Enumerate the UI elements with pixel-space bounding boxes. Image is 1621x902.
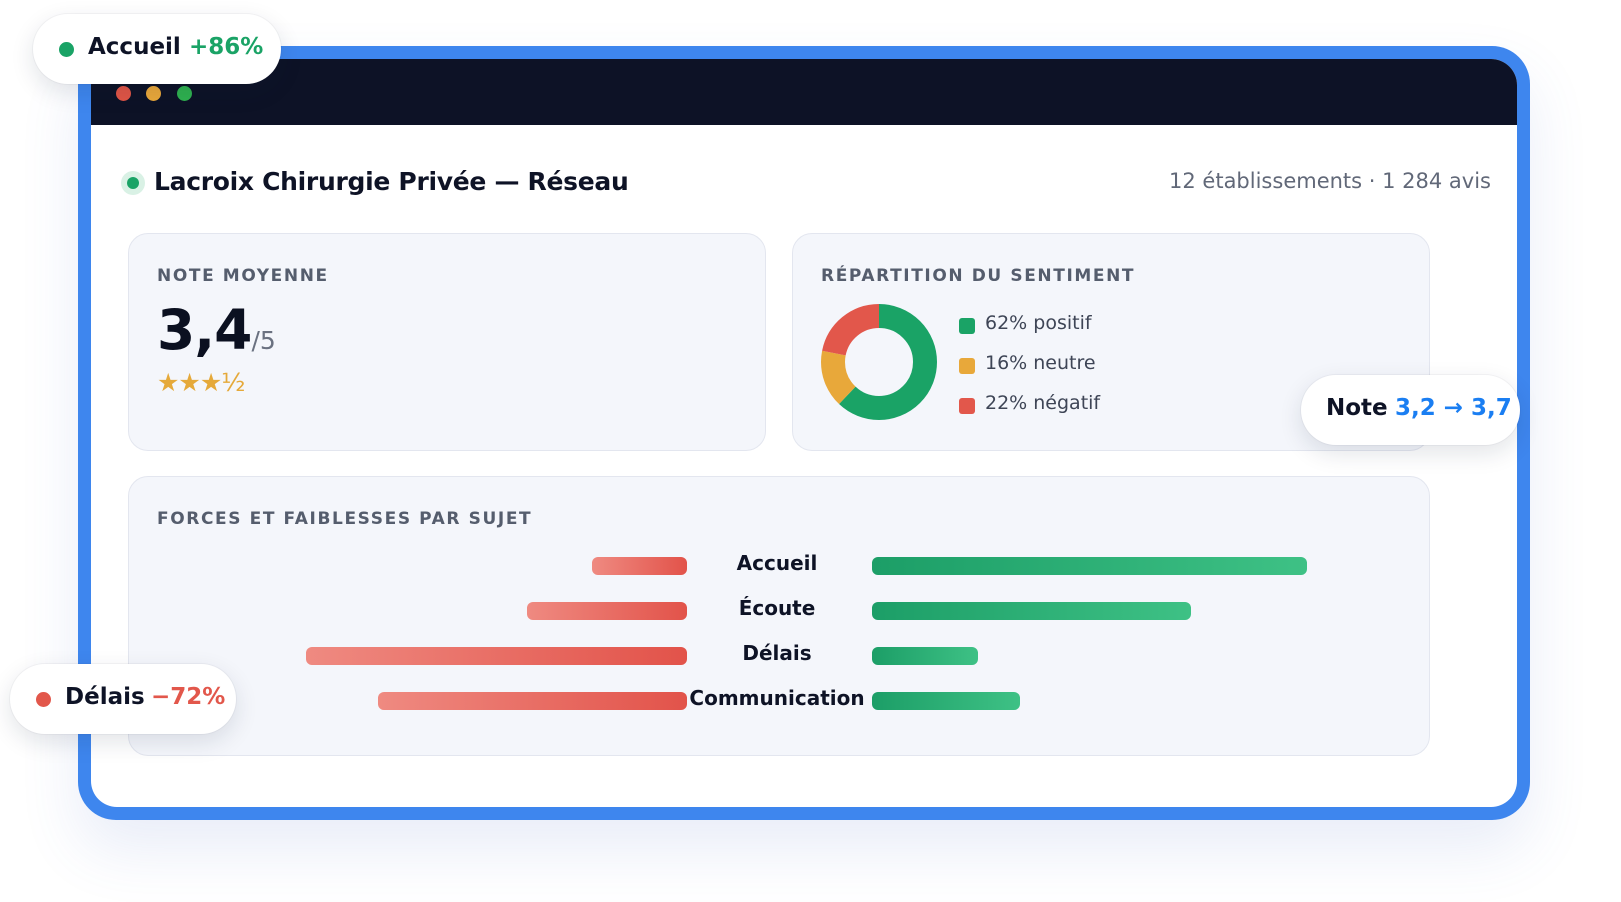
topic-row-2: Délais — [129, 641, 1429, 667]
window-titlebar — [91, 59, 1517, 125]
topic-label: Accueil — [736, 551, 818, 575]
legend-swatch — [959, 358, 975, 374]
note-trend-badge: Note 3,2 → 3,7 — [1301, 375, 1520, 445]
negative-dot-icon — [36, 692, 51, 707]
badge-title: Accueil — [88, 34, 181, 60]
rating-scale: /5 — [251, 326, 276, 355]
star-rating-icon: ★★★½ — [157, 368, 245, 397]
card-label: RÉPARTITION DU SENTIMENT — [821, 266, 1136, 286]
accueil-trend-badge: Accueil +86% — [33, 14, 281, 84]
topic-row-3: Communication — [129, 686, 1429, 712]
online-status-icon — [121, 171, 145, 195]
positive-dot-icon — [59, 42, 74, 57]
badge-title: Délais — [65, 684, 145, 710]
delais-trend-badge: Délais −72% — [10, 664, 236, 734]
window-minimize-button[interactable] — [146, 86, 161, 101]
card-label: FORCES ET FAIBLESSES PAR SUJET — [157, 509, 533, 529]
app-window: Lacroix Chirurgie Privée — Réseau 12 éta… — [91, 59, 1517, 807]
legend-label: 62% positif — [985, 312, 1092, 334]
positive-bar — [872, 602, 1192, 620]
badge-value: +86% — [189, 34, 264, 60]
badge-value: 3,2 → 3,7 — [1395, 395, 1512, 421]
rating-number: 3,4 — [157, 298, 252, 362]
topic-label: Délais — [742, 641, 812, 665]
network-stats: 12 établissements · 1 284 avis — [1169, 169, 1491, 193]
page-header: Lacroix Chirurgie Privée — Réseau 12 éta… — [121, 163, 1491, 203]
negative-bar — [378, 692, 687, 710]
legend-label: 16% neutre — [985, 352, 1096, 374]
negative-bar — [526, 602, 687, 620]
window-close-button[interactable] — [116, 86, 131, 101]
negative-bar — [306, 647, 687, 665]
topic-row-1: Écoute — [129, 596, 1429, 622]
topic-label: Communication — [689, 686, 865, 710]
badge-title: Note — [1326, 395, 1388, 421]
topic-label: Écoute — [738, 596, 816, 620]
legend-label: 22% négatif — [985, 392, 1101, 414]
rating-value: 3,4/5 — [157, 298, 276, 362]
donut-slice-neutre — [821, 304, 937, 420]
topic-row-0: Accueil — [129, 551, 1429, 577]
topics-diverging-chart: Accueil Écoute Délais Communication — [129, 477, 1429, 755]
positive-bar — [872, 557, 1308, 575]
positive-bar — [872, 692, 1021, 710]
topics-card: FORCES ET FAIBLESSES PAR SUJET Accueil Éc… — [128, 476, 1430, 756]
positive-bar — [872, 647, 979, 665]
legend-swatch — [959, 398, 975, 414]
sentiment-donut-chart — [821, 304, 937, 420]
sentiment-card: RÉPARTITION DU SENTIMENT 62% positif 16% … — [792, 233, 1430, 451]
page-title: Lacroix Chirurgie Privée — Réseau — [154, 167, 629, 196]
card-label: NOTE MOYENNE — [157, 266, 329, 286]
donut-slice-négatif — [821, 304, 937, 420]
badge-value: −72% — [151, 684, 226, 710]
negative-bar — [591, 557, 687, 575]
window-maximize-button[interactable] — [177, 86, 192, 101]
average-rating-card: NOTE MOYENNE 3,4/5 ★★★½ — [128, 233, 766, 451]
dashboard-frame: Lacroix Chirurgie Privée — Réseau 12 éta… — [78, 46, 1530, 820]
legend-swatch — [959, 318, 975, 334]
